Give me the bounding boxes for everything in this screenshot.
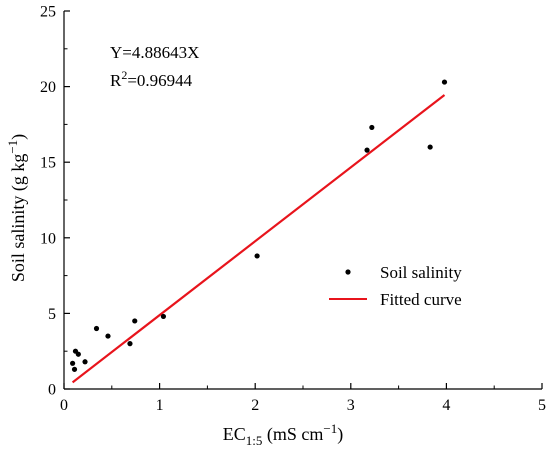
y-ticks: 0 5 10 15 20 25 [40,4,70,399]
legend-label-soil-salinity: Soil salinity [380,263,462,282]
regression-annotation: Y=4.88643X R2=0.96944 [110,43,199,90]
x-tick-label: 0 [60,397,68,414]
y-tick-label: 20 [40,79,56,96]
legend: Soil salinity Fitted curve [329,263,462,309]
x-ticks: 0 1 2 3 4 5 [60,383,546,414]
y-tick-label: 15 [40,155,56,172]
plot-area: 0 1 2 3 4 5 0 5 10 15 20 25 [40,4,546,415]
equation-label: Y=4.88643X [110,43,199,62]
data-point [105,333,111,339]
x-axis-title-superscript: −1 [323,421,337,436]
x-tick-label: 3 [347,397,355,414]
data-point [75,351,81,357]
x-tick-label: 2 [251,397,259,414]
data-point [254,253,260,259]
x-axis-title-base: EC [223,424,246,444]
r-squared-base: R [110,71,122,90]
r-squared-superscript: 2 [121,68,127,82]
data-point [427,144,433,150]
data-point [82,359,88,365]
y-tick-label: 10 [40,230,56,247]
data-point [127,341,133,347]
legend-marker-soil-salinity [345,269,351,275]
data-point [71,366,78,372]
data-point [70,360,76,366]
y-tick-label: 25 [40,4,56,21]
x-axis-title-subscript: 1:5 [246,433,263,448]
x-axis-title-end: ) [337,424,343,445]
data-point [369,124,375,131]
y-tick-label: 0 [48,382,56,399]
soil-salinity-series [70,79,448,372]
data-point [93,325,100,332]
r-squared-label: R2=0.96944 [110,68,193,90]
y-axis-title: Soil salinity (g kg−1) [5,134,29,282]
y-axis-title-end: ) [8,134,29,140]
legend-label-fitted-curve: Fitted curve [380,290,462,309]
x-axis-title: EC1:5 (mS cm−1) [223,421,343,448]
r-squared-value: =0.96944 [127,71,192,90]
y-tick-label: 5 [48,306,56,323]
x-axis-title-units: (mS cm [262,424,323,445]
y-axis-title-base: Soil salinity (g kg [8,154,29,283]
data-point [364,147,370,153]
data-point [132,318,138,324]
y-axis-title-superscript: −1 [5,140,20,154]
fitted-curve-line [71,94,446,384]
data-point [441,79,448,85]
fitted-curve-series [71,94,446,384]
data-point [160,313,167,320]
x-tick-label: 5 [538,397,546,414]
x-tick-label: 1 [156,397,164,414]
x-tick-label: 4 [442,397,450,414]
